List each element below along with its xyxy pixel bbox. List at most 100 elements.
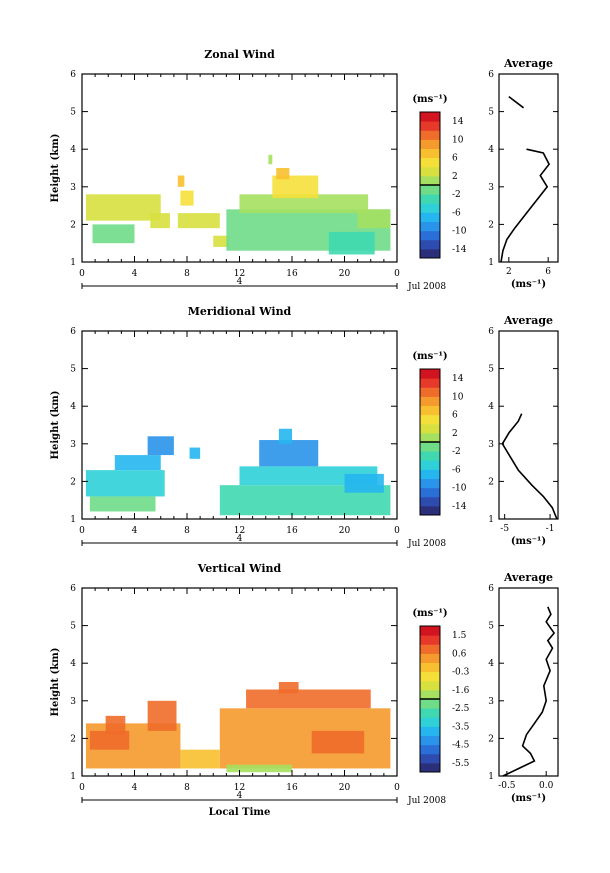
panel1-colorbar-label-5: -6 xyxy=(452,208,461,218)
panel2-colorbar-swatch-1 xyxy=(420,496,440,507)
panel2-colorbar-label-7: -14 xyxy=(452,502,467,512)
panel3-date-label: 4 xyxy=(237,791,243,801)
panel3-colorbar-label-5: -3.5 xyxy=(452,722,470,732)
panel2-cell-5 xyxy=(239,466,378,486)
panel1-colorbar-swatch-9 xyxy=(420,166,440,177)
panel1-x-tick-label-2: 8 xyxy=(184,269,190,279)
panel3-profile-y-tick-label-4: 5 xyxy=(488,622,494,632)
panel3-cell-8 xyxy=(311,730,365,754)
panel2-cell-0 xyxy=(85,470,165,497)
panel1-cell-4 xyxy=(180,190,194,206)
panel1-y-label: Height (km) xyxy=(50,134,61,203)
panel1-y-tick-label-1: 2 xyxy=(70,220,76,230)
panel2-profile-y-tick-label-3: 4 xyxy=(488,402,494,412)
panel1-profile-frame xyxy=(498,73,559,263)
panel2-cell-3 xyxy=(147,436,174,456)
panel3-colorbar-swatch-14 xyxy=(420,635,440,645)
panel2-date-label: 4 xyxy=(237,534,243,544)
panel3-x-tick-label-6: 0 xyxy=(394,783,400,793)
panel1-y-tick-label-2: 3 xyxy=(70,183,76,193)
panel3-y-tick-label-4: 5 xyxy=(70,622,76,632)
panel2-profile-y-tick-label-2: 3 xyxy=(488,440,494,450)
panel1-colorbar-label-3: 2 xyxy=(452,172,458,182)
panel3-cell-6 xyxy=(278,682,299,694)
panel1-colorbar-swatch-14 xyxy=(420,121,440,131)
panel3-profile-frame xyxy=(498,587,559,777)
panel1-cell-12 xyxy=(357,209,391,229)
panel1-colorbar-swatch-10 xyxy=(420,157,440,168)
panel3-y-label: Height (km) xyxy=(50,648,61,717)
panel3-colorbar-label-6: -4.5 xyxy=(452,741,470,751)
panel3-cell-9 xyxy=(105,715,126,735)
panel1-cell-1 xyxy=(92,224,135,244)
panel2-x-tick-label-1: 4 xyxy=(132,526,138,536)
panel3-profile-y-tick-label-2: 3 xyxy=(488,697,494,707)
panel1-y-tick-label-3: 4 xyxy=(70,145,76,155)
panel3-cell-4 xyxy=(219,708,391,769)
panel2-cell-9 xyxy=(189,447,201,459)
panel1-profile-y-tick-label-0: 1 xyxy=(488,258,494,268)
panel2-profile-y-tick-label-5: 6 xyxy=(488,327,494,337)
panel2-colorbar-label-1: 10 xyxy=(452,392,464,402)
panel2-colorbar-swatch-11 xyxy=(420,405,440,416)
panel2-profile-line-0 xyxy=(501,413,558,520)
panel3-colorbar-swatch-11 xyxy=(420,662,440,673)
panel2-profile-frame xyxy=(498,330,559,520)
panel2-x-tick-label-5: 20 xyxy=(339,526,351,536)
panel3-date-right: Jul 2008 xyxy=(407,796,446,806)
panel2-x-tick-label-6: 0 xyxy=(394,526,400,536)
panel1-profile-y-tick-label-3: 4 xyxy=(488,145,494,155)
panel1-colorbar-label-4: -2 xyxy=(452,190,461,200)
panel3-colorbar-swatch-13 xyxy=(420,644,440,654)
panel1-cell-13 xyxy=(268,154,273,165)
panel2-colorbar-swatch-2 xyxy=(420,487,440,498)
panel2-x-tick-label-0: 0 xyxy=(79,526,85,536)
panel2-profile-title: Average xyxy=(503,314,553,327)
panel3-cell-5 xyxy=(246,689,371,709)
panel1-colorbar-swatch-2 xyxy=(420,230,440,241)
panel1-date-label: 4 xyxy=(237,277,243,287)
panel3-colorbar-swatch-8 xyxy=(420,689,440,700)
panel3-colorbar-label-7: -5.5 xyxy=(452,759,470,769)
panel2-profile-y-tick-label-4: 5 xyxy=(488,365,494,375)
panel2-colorbar-swatch-9 xyxy=(420,423,440,434)
panel1-cell-0 xyxy=(85,194,161,221)
panel3-colorbar-swatch-9 xyxy=(420,680,440,691)
panel3-x-tick-label-1: 4 xyxy=(132,783,138,793)
panel1-profile-y-tick-label-1: 2 xyxy=(488,220,494,230)
panel1-colorbar-label-2: 6 xyxy=(452,154,458,164)
panel1-colorbar-swatch-11 xyxy=(420,148,440,159)
panel2-colorbar-label-4: -2 xyxy=(452,447,461,457)
panel1-colorbar-swatch-8 xyxy=(420,175,440,186)
panel1-cell-3 xyxy=(177,213,220,229)
panel2-colorbar-swatch-15 xyxy=(420,369,440,379)
panel3-cell-2 xyxy=(147,700,177,731)
panel3-colorbar-swatch-12 xyxy=(420,653,440,663)
panel3-colorbar-swatch-10 xyxy=(420,671,440,682)
panel1-date-right: Jul 2008 xyxy=(407,282,446,292)
panel2-y-tick-label-5: 6 xyxy=(70,327,76,337)
panel1-x-tick-label-6: 0 xyxy=(394,269,400,279)
panel1-profile-y-tick-label-2: 3 xyxy=(488,183,494,193)
panel2-colorbar-label-0: 14 xyxy=(452,374,464,384)
panel2-colorbar-swatch-14 xyxy=(420,378,440,388)
panel2-x-tick-label-4: 16 xyxy=(286,526,298,536)
panel1-colorbar-swatch-3 xyxy=(420,221,440,232)
panel3-colorbar-swatch-3 xyxy=(420,735,440,746)
panel3-colorbar-label-0: 1.5 xyxy=(452,631,467,641)
panel3-colorbar-swatch-6 xyxy=(420,708,440,718)
panel3-colorbar-label-2: -0.3 xyxy=(452,668,470,678)
panel3-colorbar-swatch-7 xyxy=(420,699,440,709)
panel1-x-tick-label-4: 16 xyxy=(286,269,298,279)
panel3-cell-7 xyxy=(226,764,292,773)
panel3-cell-3 xyxy=(180,749,220,769)
panel3-profile-x-label: (ms⁻¹) xyxy=(511,793,546,804)
panel3-y-tick-label-5: 6 xyxy=(70,584,76,594)
panel1-colorbar-swatch-12 xyxy=(420,139,440,149)
panel3-colorbar-label-4: -2.5 xyxy=(452,704,470,714)
panel2-y-label: Height (km) xyxy=(50,391,61,460)
panel2-cell-2 xyxy=(114,455,161,471)
panel1-colorbar-unit: (ms⁻¹) xyxy=(412,94,447,105)
panel3-x-tick-label-0: 0 xyxy=(79,783,85,793)
